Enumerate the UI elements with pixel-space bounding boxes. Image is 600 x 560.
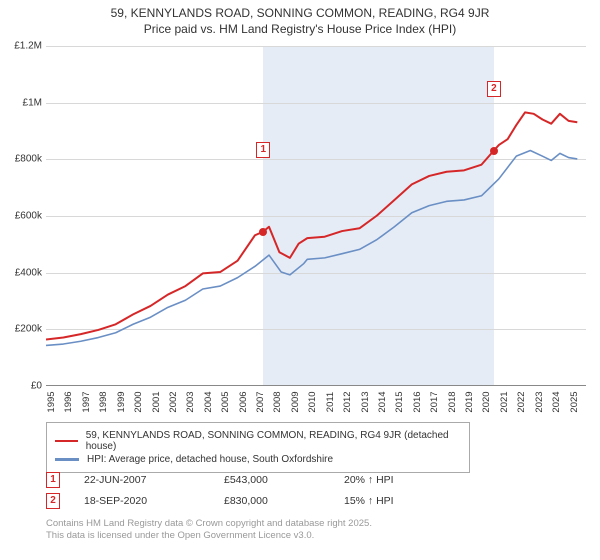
x-axis-label: 2004 xyxy=(203,391,214,412)
row-date: 18-SEP-2020 xyxy=(84,495,224,507)
chart-title: 59, KENNYLANDS ROAD, SONNING COMMON, REA… xyxy=(0,0,600,38)
x-axis-label: 2022 xyxy=(516,391,527,412)
row-callout-box: 1 xyxy=(46,472,60,488)
x-axis-label: 2010 xyxy=(307,391,318,412)
row-pct-vs-hpi: 20% ↑ HPI xyxy=(344,474,504,486)
x-axis-label: 1997 xyxy=(81,391,92,412)
x-axis-label: 2015 xyxy=(394,391,405,412)
x-axis-label: 2001 xyxy=(151,391,162,412)
x-axis-label: 2008 xyxy=(272,391,283,412)
row-callout-box: 2 xyxy=(46,493,60,509)
x-axis-label: 2011 xyxy=(325,392,336,412)
x-axis-label: 1995 xyxy=(46,391,57,412)
legend-swatch xyxy=(55,458,79,461)
x-axis-label: 2020 xyxy=(481,391,492,412)
table-row: 1 22-JUN-2007£543,00020% ↑ HPI xyxy=(46,471,586,489)
y-axis-label: £0 xyxy=(4,381,42,392)
attribution: Contains HM Land Registry data © Crown c… xyxy=(46,518,372,543)
x-axis-label: 1998 xyxy=(98,391,109,412)
row-price: £543,000 xyxy=(224,474,344,486)
y-axis-label: £200k xyxy=(4,324,42,335)
title-line-1: 59, KENNYLANDS ROAD, SONNING COMMON, REA… xyxy=(10,6,590,20)
x-axis-label: 2016 xyxy=(412,391,423,412)
legend-label: 59, KENNYLANDS ROAD, SONNING COMMON, REA… xyxy=(86,430,461,452)
x-axis-label: 2019 xyxy=(464,391,475,412)
x-axis-label: 2018 xyxy=(447,391,458,412)
x-axis-label: 2013 xyxy=(360,391,371,412)
row-price: £830,000 xyxy=(224,495,344,507)
table-row: 2 18-SEP-2020£830,00015% ↑ HPI xyxy=(46,492,586,510)
title-line-2: Price paid vs. HM Land Registry's House … xyxy=(10,22,590,36)
y-axis-label: £800k xyxy=(4,154,42,165)
legend-label: HPI: Average price, detached house, Sout… xyxy=(87,454,333,465)
legend-swatch xyxy=(55,440,78,443)
callout-dot xyxy=(259,228,267,236)
x-axis-label: 2017 xyxy=(429,391,440,412)
x-axis-label: 2003 xyxy=(185,391,196,412)
x-axis-label: 2002 xyxy=(168,391,179,412)
x-axis-label: 2000 xyxy=(133,391,144,412)
x-axis-label: 2021 xyxy=(499,391,510,412)
x-axis-label: 2025 xyxy=(569,391,580,412)
x-axis-label: 1996 xyxy=(63,391,74,412)
price-chart: £0£200k£400k£600k£800k£1M£1.2M1995199619… xyxy=(46,46,586,386)
x-axis-label: 2006 xyxy=(238,391,249,412)
legend: 59, KENNYLANDS ROAD, SONNING COMMON, REA… xyxy=(46,422,470,473)
x-axis-label: 1999 xyxy=(116,391,127,412)
x-axis-label: 2005 xyxy=(220,391,231,412)
row-pct-vs-hpi: 15% ↑ HPI xyxy=(344,495,504,507)
transaction-table: 1 22-JUN-2007£543,00020% ↑ HPI 2 18-SEP-202… xyxy=(46,468,586,513)
x-axis-label: 2014 xyxy=(377,391,388,412)
x-axis-label: 2009 xyxy=(290,391,301,412)
callout-dot xyxy=(490,147,498,155)
y-axis-label: £1M xyxy=(4,97,42,108)
x-axis-label: 2012 xyxy=(342,391,353,412)
attribution-line-1: Contains HM Land Registry data © Crown c… xyxy=(46,518,372,530)
attribution-line-2: This data is licensed under the Open Gov… xyxy=(46,530,372,542)
series-line xyxy=(46,112,577,339)
series-line xyxy=(46,150,577,345)
legend-item: 59, KENNYLANDS ROAD, SONNING COMMON, REA… xyxy=(55,430,461,452)
legend-item: HPI: Average price, detached house, Sout… xyxy=(55,454,461,465)
x-axis-label: 2023 xyxy=(534,391,545,412)
callout-box: 1 xyxy=(256,142,270,158)
y-axis-label: £1.2M xyxy=(4,41,42,52)
series-svg xyxy=(46,46,586,385)
row-date: 22-JUN-2007 xyxy=(84,474,224,486)
x-axis-label: 2007 xyxy=(255,391,266,412)
y-axis-label: £400k xyxy=(4,267,42,278)
x-axis-label: 2024 xyxy=(551,391,562,412)
callout-box: 2 xyxy=(487,81,501,97)
y-axis-label: £600k xyxy=(4,211,42,222)
